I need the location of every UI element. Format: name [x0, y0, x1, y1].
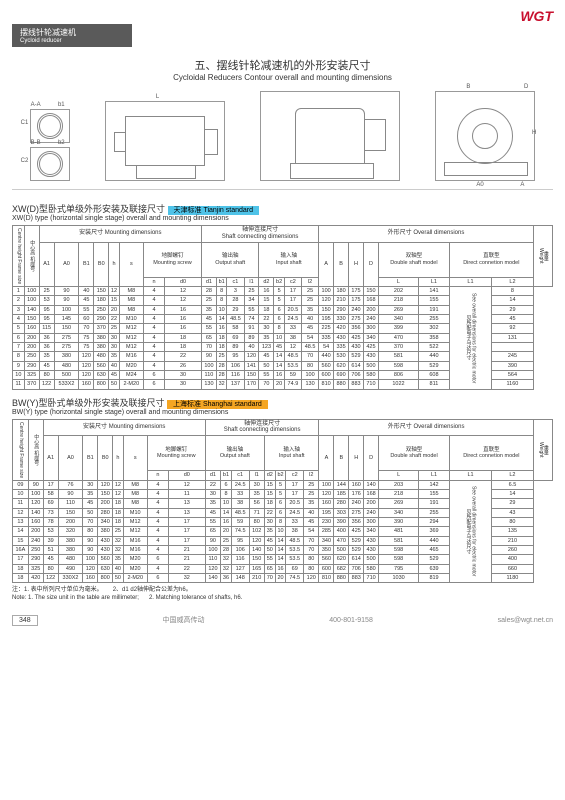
- th-mscrew: 地脚螺钉Mounting screw: [144, 242, 202, 277]
- footer-company: 中国威高传动: [162, 615, 204, 625]
- section-title-en: Cycloidal Reducers Contour overall and m…: [12, 73, 553, 82]
- table-xwd: Centre height Frame size 中心高 机座号 安装尺寸 Mo…: [12, 225, 553, 390]
- subsection-xwd: XW(D)型卧式单级外形安装及联接尺寸 天津标准 Tianjin standar…: [12, 202, 553, 390]
- th-shaft: 轴伸连接尺寸Shaft connecting dimensions: [201, 226, 318, 243]
- diagram-side: L: [105, 101, 225, 181]
- table-row: 099017763012012M841222624.53015517251001…: [13, 480, 553, 489]
- th-weight: 重量Weight: [533, 226, 552, 287]
- header-en: Cycloid reducer: [20, 38, 124, 44]
- sub2-cn: BW(Y)型卧式单级外形安装及联接尺寸: [12, 398, 165, 408]
- section-title-cn: 五、摆线针轮减速机的外形安装尺寸: [12, 57, 553, 73]
- note2-cn: 2、d1 d2轴伸配合公差为h6。: [113, 587, 192, 593]
- note2-en: 2. Matching tolerance of shafts, h6.: [149, 595, 242, 601]
- header-cn: 摆线针轮减速机: [20, 27, 124, 38]
- diagram-bb: B-B b2 C2: [30, 147, 70, 181]
- page: WGT 摆线针轮减速机 Cycloid reducer 五、摆线针轮减速机的外形…: [0, 0, 565, 800]
- table-head: Centre height Frame size 中心高 机座号 安装尺寸 Mo…: [13, 226, 553, 287]
- th-in: 输入轴Input shaft: [259, 242, 319, 277]
- table-body-2: 099017763012012M841222624.53015517251001…: [13, 480, 553, 582]
- table-bwy: Centre height Frame size 中心高 机座号 安装尺寸 Mo…: [12, 419, 553, 584]
- footer: 348 中国威高传动 400-801-9158 sales@wgt.net.cn: [12, 615, 553, 626]
- footer-phone: 400-801-9158: [329, 617, 373, 624]
- th-frame: Centre height Frame size: [13, 226, 25, 287]
- note1-en: Note: 1. The size unit in the table are …: [12, 595, 139, 601]
- sub1-en: XW(D) type (horizontal single stage) ove…: [12, 215, 259, 222]
- brand-logo: WGT: [520, 8, 553, 24]
- diagram-aa: A-A b1 C1: [30, 109, 70, 143]
- motor-note: See overall dimensions for electric moto…: [449, 287, 491, 389]
- th-mount: 安装尺寸 Mounting dimensions: [39, 226, 201, 243]
- section-title: 五、摆线针轮减速机的外形安装尺寸 Cycloidal Reducers Cont…: [12, 57, 553, 82]
- th-out: 输出轴Output shaft: [201, 242, 258, 277]
- th-overall: 外形尺寸 Overall dimensions: [319, 226, 534, 243]
- diagram-row: A-A b1 C1 B-B b2 C2 L: [12, 90, 553, 190]
- th-centre: 中心高 机座号: [24, 226, 39, 287]
- sub1-cn: XW(D)型卧式单级外形安装及联接尺寸: [12, 204, 165, 214]
- notes: 注：1. 表中所列尺寸单位为毫米。 2、d1 d2轴伸配合公差为h6。 Note…: [12, 587, 553, 603]
- th-dbl: 双轴型Double shaft model: [378, 242, 449, 277]
- diagram-front: B D H A0 A: [435, 91, 535, 181]
- subsection-bwy: BW(Y)型卧式单级外形安装及联接尺寸 上海标准 Shanghai standa…: [12, 396, 553, 584]
- table-head-2: Centre height Frame size 中心高 机座号 安装尺寸 Mo…: [13, 419, 553, 480]
- page-number: 348: [12, 615, 38, 626]
- sub2-title: BW(Y)型卧式单级外形安装及联接尺寸 上海标准 Shanghai standa…: [12, 396, 553, 416]
- table-body-1: 110025904015012M841228832516517251001801…: [13, 287, 553, 389]
- header-bar: 摆线针轮减速机 Cycloid reducer: [12, 24, 132, 47]
- th-dir: 直联型Direct connetion model: [449, 242, 533, 277]
- sub2-en: BW(Y) type (horizontal single stage) ove…: [12, 409, 268, 416]
- footer-email: sales@wgt.net.cn: [498, 617, 553, 624]
- note1-cn: 注：1. 表中所列尺寸单位为毫米。: [12, 587, 103, 593]
- table-row: 110025904015012M841228832516517251001801…: [13, 287, 553, 296]
- badge-shanghai: 上海标准 Shanghai standard: [167, 400, 268, 409]
- sub1-title: XW(D)型卧式单级外形安装及联接尺寸 天津标准 Tianjin standar…: [12, 202, 553, 222]
- diagram-iso: [260, 91, 400, 181]
- motor-note: See overall dimensions for electric moto…: [449, 480, 491, 582]
- badge-tianjin: 天津标准 Tianjin standard: [168, 206, 260, 215]
